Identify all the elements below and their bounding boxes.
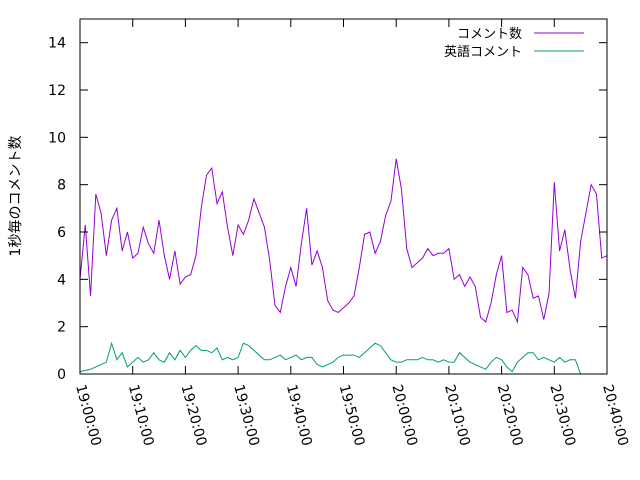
legend-label-1: コメント数 — [457, 27, 522, 42]
series-line-1 — [79, 158, 608, 324]
y-tick-label: 2 — [57, 320, 66, 336]
y-tick-label: 12 — [48, 83, 66, 99]
y-tick-label: 4 — [57, 272, 66, 288]
y-tick-label: 8 — [57, 178, 66, 194]
y-tick-label: 6 — [57, 225, 66, 241]
y-axis: 0 2 4 6 8 10 12 14 — [48, 36, 607, 383]
plot-lines — [79, 158, 608, 375]
y-tick-label: 14 — [48, 36, 66, 52]
legend-label-2: 英語コメント — [444, 44, 522, 60]
y-axis-label: 1秒毎のコメント数 — [8, 136, 24, 257]
y-tick-label: 0 — [57, 367, 66, 383]
y-tick-label: 10 — [48, 130, 66, 146]
series-line-2 — [79, 341, 582, 375]
